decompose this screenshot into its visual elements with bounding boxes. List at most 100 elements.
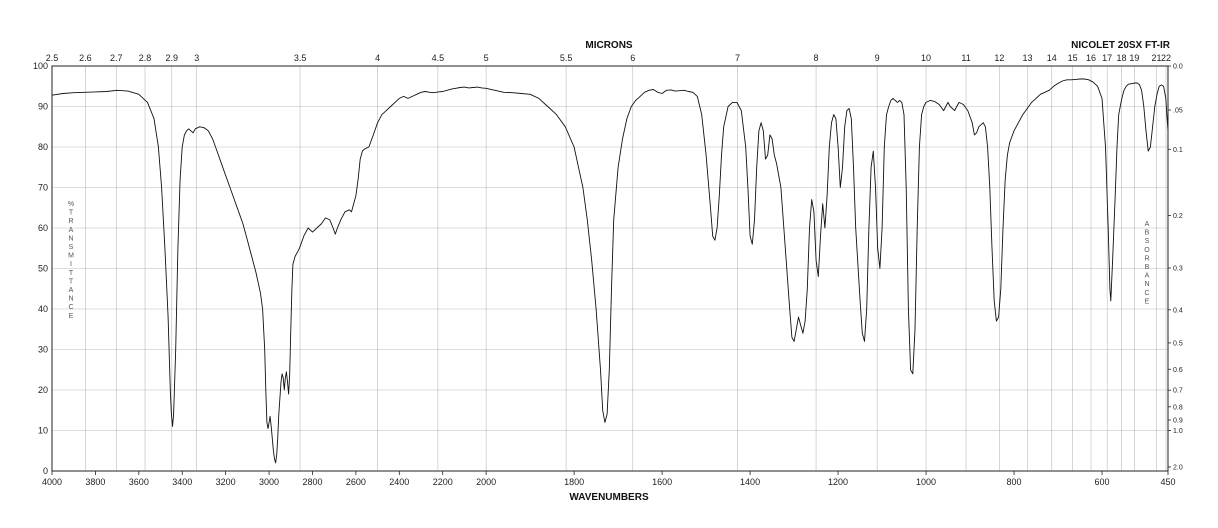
micron-tick-label: 18 <box>1117 53 1127 63</box>
micron-tick-label: 2.5 <box>46 53 59 63</box>
axis-title-letter: I <box>70 261 72 268</box>
micron-tick-label: 2.8 <box>139 53 152 63</box>
wavenumber-tick-label: 600 <box>1094 477 1109 487</box>
transmittance-tick-label: 80 <box>38 142 48 152</box>
axis-title-letter: T <box>69 278 74 285</box>
axis-title-letter: S <box>1145 238 1150 245</box>
top-axis-title: MICRONS <box>585 40 633 51</box>
absorbance-tick-label: 0.9 <box>1173 418 1183 425</box>
axis-title-letter: R <box>1144 255 1149 262</box>
wavenumber-tick-label: 450 <box>1160 477 1175 487</box>
wavenumber-tick-label: 3200 <box>216 477 236 487</box>
transmittance-tick-label: 30 <box>38 345 48 355</box>
wavenumber-tick-label: 1400 <box>740 477 760 487</box>
spectrum-series <box>51 78 1169 464</box>
micron-tick-label: 5.5 <box>560 53 573 63</box>
grid <box>51 65 1171 475</box>
wavenumber-tick-label: 1000 <box>916 477 936 487</box>
wavenumber-tick-label: 3600 <box>129 477 149 487</box>
micron-tick-label: 4.5 <box>432 53 445 63</box>
micron-tick-label: 8 <box>814 53 819 63</box>
micron-tick-label: 3 <box>194 53 199 63</box>
wavenumber-tick-label: 3400 <box>172 477 192 487</box>
micron-tick-label: 17 <box>1102 53 1112 63</box>
axis-title-letter: E <box>69 313 74 320</box>
axis-title-letter: R <box>68 218 73 225</box>
transmittance-tick-label: 60 <box>38 223 48 233</box>
micron-tick-label: 21 <box>1151 53 1161 63</box>
axis-title-letter: T <box>69 270 74 277</box>
micron-tick-label: 10 <box>921 53 931 63</box>
axis-title-letter: B <box>1145 264 1150 271</box>
micron-tick-label: 5 <box>484 53 489 63</box>
absorbance-tick-label: 0.3 <box>1173 266 1183 273</box>
axis-title-letter: E <box>1145 298 1150 305</box>
wavenumber-tick-label: 1600 <box>652 477 672 487</box>
absorbance-tick-label: 2.0 <box>1173 464 1183 471</box>
wavenumber-tick-label: 2600 <box>346 477 366 487</box>
plot-frame <box>51 65 1169 472</box>
micron-tick-label: 16 <box>1086 53 1096 63</box>
absorbance-tick-label: 1.0 <box>1173 428 1183 435</box>
micron-tick-label: 11 <box>961 53 970 63</box>
absorbance-tick-label: 0.2 <box>1173 213 1183 220</box>
absorbance-tick-label: 0.6 <box>1173 367 1183 374</box>
axis-title-letter: A <box>69 227 74 234</box>
transmittance-tick-label: 20 <box>38 385 48 395</box>
micron-tick-label: 7 <box>735 53 740 63</box>
micron-tick-label: 6 <box>630 53 635 63</box>
absorbance-tick-label: 0.0 <box>1173 64 1183 71</box>
wavenumber-tick-label: 2400 <box>389 477 409 487</box>
micron-tick-label: 14 <box>1047 53 1057 63</box>
axis-title-letter: % <box>68 201 74 208</box>
transmittance-tick-label: 90 <box>38 102 48 112</box>
micron-tick-label: 22 <box>1161 53 1171 63</box>
micron-tick-label: 12 <box>994 53 1004 63</box>
micron-tick-label: 9 <box>875 53 880 63</box>
axis-title-letter: S <box>69 244 74 251</box>
absorbance-tick-label: 0.4 <box>1173 307 1183 314</box>
micron-tick-label: 2.6 <box>79 53 92 63</box>
wavenumber-tick-label: 2800 <box>302 477 322 487</box>
instrument-label: NICOLET 20SX FT-IR <box>1071 40 1171 51</box>
wavenumber-tick-label: 2000 <box>476 477 496 487</box>
axis-title-letter: M <box>68 253 74 260</box>
absorbance-tick-label: .05 <box>1173 108 1183 115</box>
wavenumber-tick-label: 1800 <box>564 477 584 487</box>
absorbance-tick-label: 0.7 <box>1173 388 1183 395</box>
transmittance-tick-label: 40 <box>38 304 48 314</box>
wavenumber-tick-label: 800 <box>1007 477 1022 487</box>
micron-tick-label: 15 <box>1068 53 1078 63</box>
axis-title-letter: C <box>1144 290 1149 297</box>
wavenumber-tick-label: 1200 <box>828 477 848 487</box>
axis-title-letter: A <box>1145 273 1150 280</box>
transmittance-tick-label: 0 <box>43 466 48 476</box>
axis-title-letter: B <box>1145 230 1150 237</box>
axis-title-letter: T <box>69 210 74 217</box>
axis-title-letter: A <box>69 287 74 294</box>
transmittance-tick-label: 50 <box>38 264 48 274</box>
micron-tick-label: 2.9 <box>166 53 179 63</box>
micron-tick-label: 3.5 <box>294 53 307 63</box>
transmittance-tick-label: 10 <box>38 426 48 436</box>
absorbance-tick-label: 0.8 <box>1173 404 1183 411</box>
wavenumber-tick-label: 2200 <box>433 477 453 487</box>
micron-tick-label: 2.7 <box>110 53 123 63</box>
wavenumber-tick-label: 3000 <box>259 477 279 487</box>
transmittance-tick-label: 70 <box>38 183 48 193</box>
wavenumber-tick-label: 4000 <box>42 477 62 487</box>
axis-title-letter: O <box>1144 247 1150 254</box>
wavenumber-tick-label: 3800 <box>85 477 105 487</box>
micron-tick-label: 4 <box>375 53 380 63</box>
axis-title-letter: N <box>68 296 73 303</box>
absorbance-tick-label: 0.1 <box>1173 147 1183 154</box>
micron-tick-label: 19 <box>1129 53 1139 63</box>
absorbance-tick-label: 0.5 <box>1173 340 1183 347</box>
axis-title-letter: N <box>68 235 73 242</box>
spectrum-line <box>51 78 1169 464</box>
axis-title-letter: N <box>1144 281 1149 288</box>
